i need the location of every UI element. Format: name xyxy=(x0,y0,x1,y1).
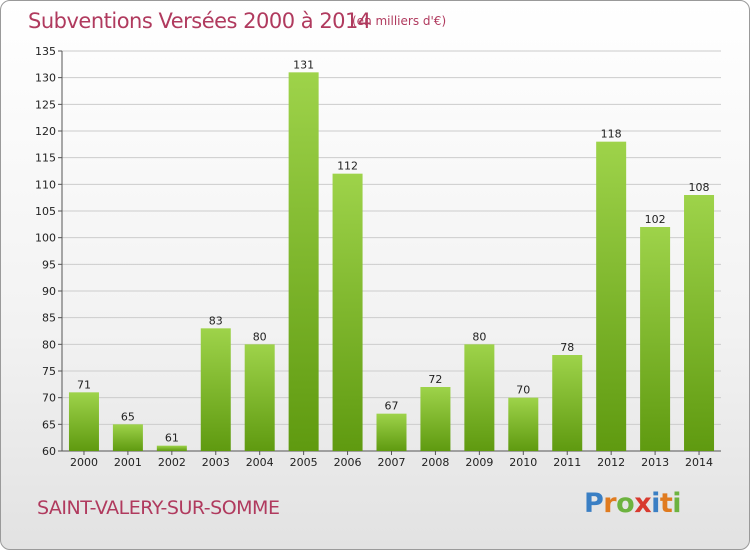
data-labels: 71 65 61 83 80 131 112 67 72 80 70 78 118 102 108 xyxy=(77,58,710,444)
y-tick-label: 75 xyxy=(42,365,56,378)
bar-2005 xyxy=(288,72,319,451)
data-label-2007: 67 xyxy=(385,400,399,413)
bar-2000 xyxy=(68,392,99,451)
data-label-2002: 61 xyxy=(165,432,179,445)
unit-note: (en milliers d'€) xyxy=(352,14,447,28)
y-tick-label: 115 xyxy=(35,152,56,165)
y-tick-label: 100 xyxy=(35,232,56,245)
bar-2011 xyxy=(552,355,583,451)
x-tick-label: 2007 xyxy=(378,456,406,469)
y-tick-label: 95 xyxy=(42,258,56,271)
x-tick-label: 2004 xyxy=(246,456,274,469)
data-label-2012: 118 xyxy=(601,128,622,141)
data-label-2014: 108 xyxy=(689,181,710,194)
data-label-2011: 78 xyxy=(560,341,574,354)
y-tick-label: 60 xyxy=(42,445,56,458)
x-tick-label: 2011 xyxy=(553,456,581,469)
x-tick-label: 2003 xyxy=(202,456,230,469)
bar-2006 xyxy=(332,173,363,451)
logo-letter: t xyxy=(659,488,673,519)
chart-title: Subventions Versées 2000 à 2014 xyxy=(28,9,371,33)
y-tick-label: 135 xyxy=(35,45,56,58)
proxiti-logo: Proxiti xyxy=(584,488,682,519)
y-tick-label: 85 xyxy=(42,312,56,325)
y-tick-label: 90 xyxy=(42,285,56,298)
commune-name: SAINT-VALERY-SUR-SOMME xyxy=(37,497,280,519)
bar-2007 xyxy=(376,413,407,451)
data-label-2004: 80 xyxy=(253,330,267,343)
data-label-2010: 70 xyxy=(516,384,530,397)
y-tick-label: 105 xyxy=(35,205,56,218)
x-tick-label: 2013 xyxy=(641,456,669,469)
x-tick-label: 2014 xyxy=(685,456,713,469)
bar-2013 xyxy=(640,227,671,451)
grid-lines xyxy=(62,50,721,452)
x-tick-label: 2012 xyxy=(597,456,625,469)
bar-2009 xyxy=(464,344,495,451)
data-label-2008: 72 xyxy=(428,373,442,386)
data-label-2005: 131 xyxy=(293,58,314,71)
data-label-2000: 71 xyxy=(77,378,91,391)
y-tick-label: 65 xyxy=(42,418,56,431)
x-tick-label: 2010 xyxy=(509,456,537,469)
bar-2010 xyxy=(508,397,539,451)
data-label-2006: 112 xyxy=(337,160,358,173)
data-label-2001: 65 xyxy=(121,410,135,423)
bar-2008 xyxy=(420,387,451,451)
y-tick-label: 110 xyxy=(35,178,56,191)
bar-2001 xyxy=(112,424,143,451)
y-tick-label: 125 xyxy=(35,98,56,111)
logo-letter: x xyxy=(634,488,652,519)
logo-letter: i xyxy=(672,488,682,519)
y-tick-label: 120 xyxy=(35,125,56,138)
logo-letter: i xyxy=(651,488,660,519)
bar-2014 xyxy=(684,195,715,451)
y-tick-label: 130 xyxy=(35,72,56,85)
bar-2004 xyxy=(244,344,275,451)
bar-2012 xyxy=(596,141,627,451)
logo-letter: o xyxy=(616,488,635,519)
x-tick-label: 2008 xyxy=(421,456,449,469)
logo-letter: P xyxy=(584,488,604,519)
x-tick-label: 2009 xyxy=(465,456,493,469)
x-tick-label: 2005 xyxy=(290,456,318,469)
x-tick-label: 2006 xyxy=(334,456,362,469)
logo-letter: r xyxy=(603,488,617,519)
data-label-2009: 80 xyxy=(472,330,486,343)
x-tick-label: 2000 xyxy=(70,456,98,469)
bar-2003 xyxy=(200,328,231,451)
x-tick-label: 2001 xyxy=(114,456,142,469)
x-tick-label: 2002 xyxy=(158,456,186,469)
bars xyxy=(68,72,715,451)
y-tick-label: 70 xyxy=(42,392,56,405)
data-label-2003: 83 xyxy=(209,314,223,327)
bar-2002 xyxy=(156,445,187,451)
data-label-2013: 102 xyxy=(645,213,666,226)
y-tick-label: 80 xyxy=(42,338,56,351)
